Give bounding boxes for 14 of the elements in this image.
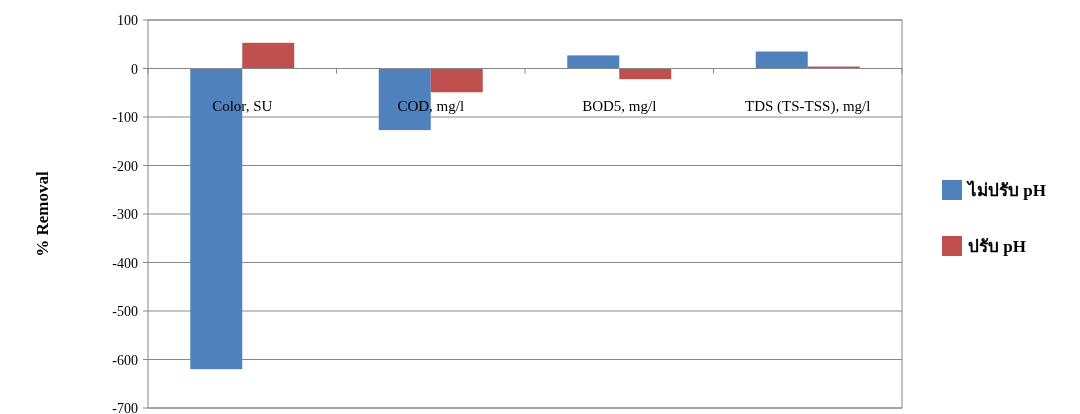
y-tick-label: -700	[112, 401, 138, 414]
x-tick-label: BOD5, mg/l	[582, 97, 657, 114]
y-tick-label: -600	[112, 352, 138, 368]
y-tick-label: -300	[112, 207, 138, 222]
y-axis-title: % Removal	[33, 171, 52, 257]
x-tick-label: TDS (TS-TSS), mg/l	[745, 97, 871, 115]
y-tick-label: 0	[131, 61, 138, 77]
y-tick-label: -400	[112, 255, 138, 271]
y-tick-label: -100	[112, 110, 138, 125]
y-tick-label: -200	[112, 158, 138, 174]
y-tick-label: 100	[117, 13, 138, 28]
legend-label: ไม่ปรับ pH	[966, 180, 1046, 200]
y-tick-label: -500	[112, 304, 138, 319]
legend-label: ปรับ pH	[968, 237, 1026, 256]
